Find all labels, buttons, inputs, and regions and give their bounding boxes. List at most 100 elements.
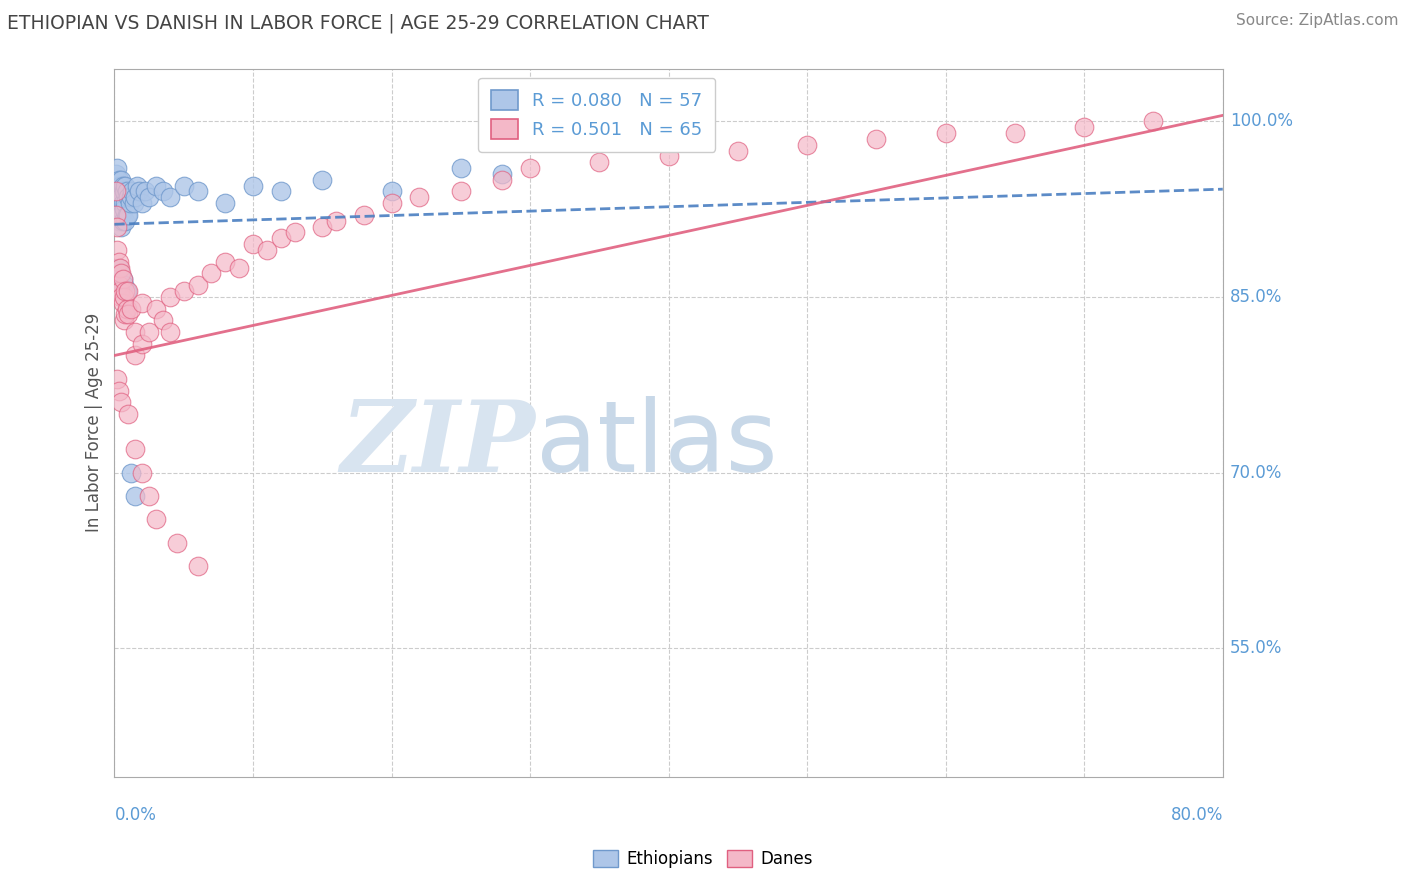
Point — [114, 308, 136, 322]
Point — [128, 185, 150, 199]
Point — [108, 196, 131, 211]
Legend: R = 0.080   N = 57, R = 0.501   N = 65: R = 0.080 N = 57, R = 0.501 N = 65 — [478, 78, 716, 152]
Point — [105, 243, 128, 257]
Point — [124, 325, 146, 339]
Point — [124, 489, 146, 503]
Point — [105, 196, 128, 211]
Point — [186, 185, 208, 199]
Point — [110, 173, 132, 187]
Point — [200, 267, 222, 281]
Point — [120, 466, 142, 480]
Point — [108, 284, 131, 298]
Point — [152, 313, 174, 327]
Point — [105, 161, 128, 175]
Point — [131, 196, 153, 211]
Point — [166, 536, 188, 550]
Y-axis label: In Labor Force | Age 25-29: In Labor Force | Age 25-29 — [86, 313, 103, 533]
Text: ZIP: ZIP — [340, 396, 536, 492]
Point — [242, 237, 264, 252]
Point — [145, 301, 167, 316]
Point — [1142, 114, 1164, 128]
Point — [114, 196, 136, 211]
Point — [104, 185, 127, 199]
Point — [117, 284, 139, 298]
Point — [380, 185, 402, 199]
Text: 70.0%: 70.0% — [1230, 464, 1282, 482]
Point — [1004, 126, 1026, 140]
Point — [145, 512, 167, 526]
Text: 85.0%: 85.0% — [1230, 288, 1282, 306]
Text: Source: ZipAtlas.com: Source: ZipAtlas.com — [1236, 13, 1399, 29]
Point — [159, 290, 181, 304]
Point — [270, 231, 292, 245]
Point — [107, 384, 129, 398]
Point — [111, 272, 134, 286]
Point — [120, 301, 142, 316]
Point — [131, 336, 153, 351]
Point — [152, 185, 174, 199]
Point — [727, 144, 749, 158]
Point — [107, 173, 129, 187]
Point — [138, 325, 160, 339]
Text: 100.0%: 100.0% — [1230, 112, 1292, 130]
Point — [117, 407, 139, 421]
Point — [111, 272, 134, 286]
Point — [491, 167, 513, 181]
Point — [108, 178, 131, 193]
Point — [228, 260, 250, 275]
Point — [107, 190, 129, 204]
Text: 80.0%: 80.0% — [1170, 806, 1223, 824]
Point — [408, 190, 430, 204]
Point — [380, 196, 402, 211]
Text: atlas: atlas — [536, 395, 778, 492]
Point — [311, 173, 333, 187]
Point — [125, 178, 148, 193]
Point — [186, 559, 208, 574]
Point — [107, 254, 129, 268]
Point — [145, 178, 167, 193]
Text: 0.0%: 0.0% — [114, 806, 156, 824]
Point — [108, 260, 131, 275]
Point — [107, 214, 129, 228]
Point — [118, 196, 141, 211]
Point — [138, 190, 160, 204]
Point — [108, 267, 131, 281]
Point — [112, 185, 135, 199]
Point — [112, 290, 135, 304]
Point — [124, 190, 146, 204]
Point — [114, 214, 136, 228]
Point — [131, 466, 153, 480]
Point — [114, 284, 136, 298]
Point — [796, 137, 818, 152]
Point — [270, 185, 292, 199]
Point — [325, 214, 347, 228]
Point — [519, 161, 541, 175]
Point — [108, 208, 131, 222]
Point — [110, 395, 132, 409]
Point — [311, 219, 333, 234]
Point — [110, 190, 132, 204]
Point — [111, 214, 134, 228]
Point — [186, 278, 208, 293]
Point — [112, 278, 135, 293]
Point — [115, 208, 138, 222]
Point — [450, 185, 472, 199]
Point — [159, 190, 181, 204]
Point — [112, 313, 135, 327]
Point — [115, 301, 138, 316]
Point — [122, 196, 145, 211]
Point — [121, 185, 143, 199]
Point — [117, 190, 139, 204]
Point — [105, 372, 128, 386]
Point — [107, 202, 129, 216]
Point — [104, 185, 127, 199]
Point — [935, 126, 957, 140]
Point — [110, 219, 132, 234]
Point — [104, 208, 127, 222]
Point — [214, 196, 236, 211]
Point — [111, 196, 134, 211]
Point — [138, 489, 160, 503]
Point — [134, 185, 156, 199]
Point — [111, 178, 134, 193]
Point — [105, 178, 128, 193]
